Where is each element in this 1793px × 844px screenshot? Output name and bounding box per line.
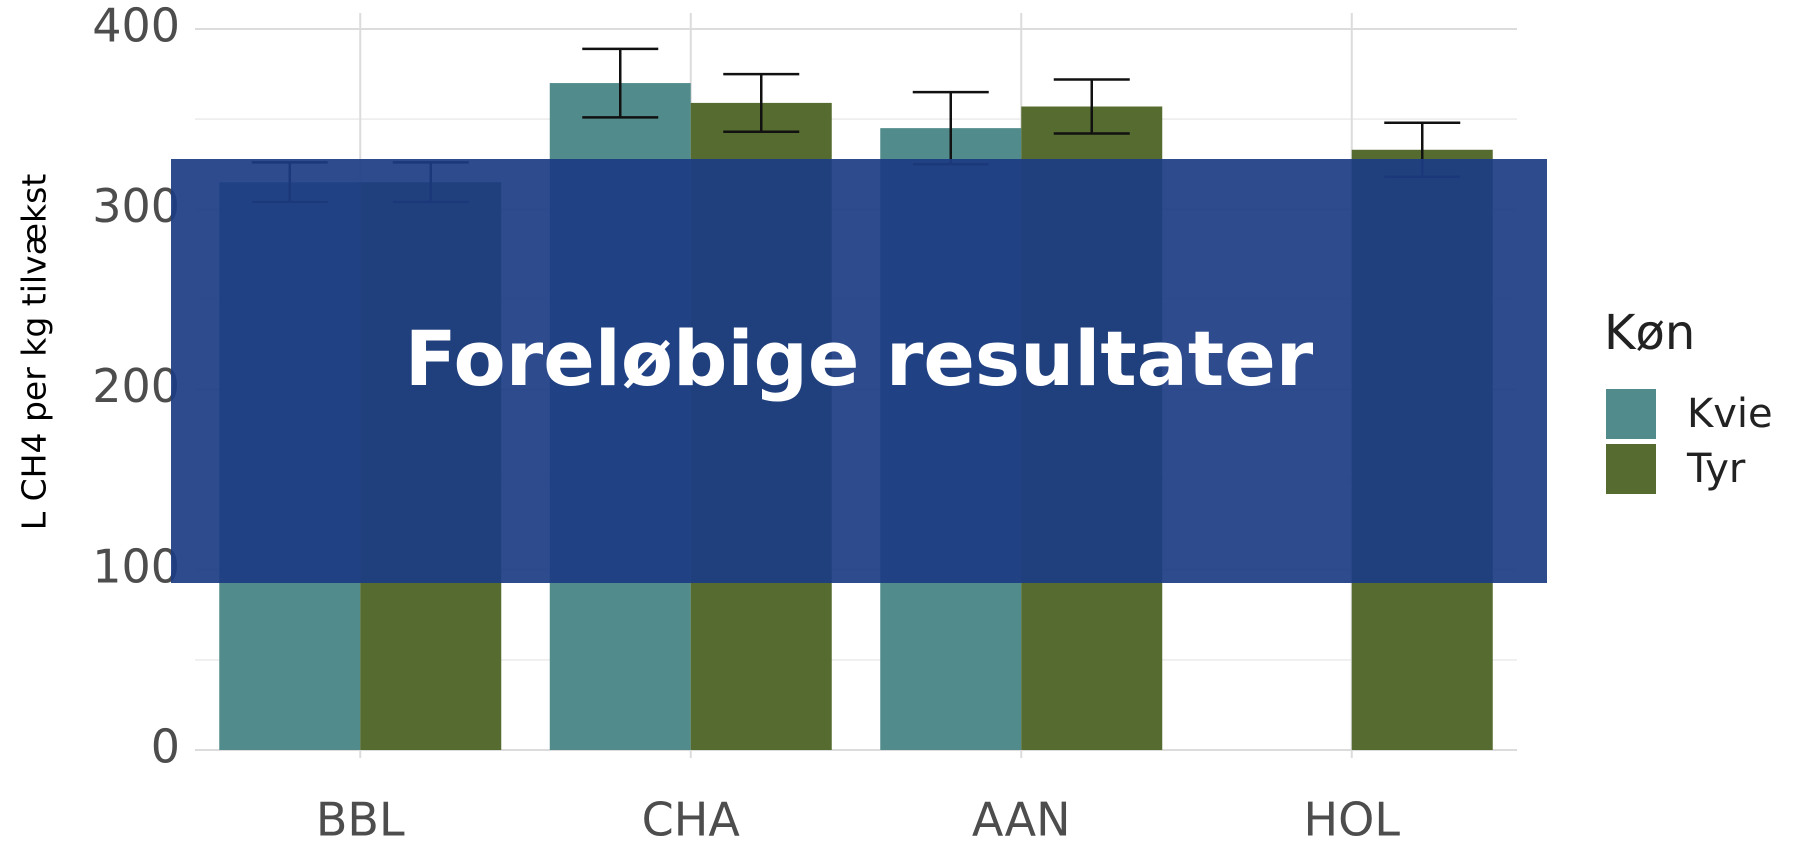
y-tick-label: 200 [92,359,180,413]
legend-swatch [1606,389,1656,439]
x-tick-label: AAN [972,793,1071,844]
overlay-text: Foreløbige resultater [405,314,1314,403]
legend-title: Køn [1604,305,1695,361]
overlay-banner [171,159,1547,583]
y-tick-label: 300 [92,179,180,233]
error-bar [1053,78,1130,135]
y-tick-label: 0 [151,720,180,774]
error-bar [582,47,659,119]
legend-label: Tyr [1686,446,1746,492]
error-bar [723,72,800,133]
y-tick-label: 400 [92,0,180,53]
x-tick-label: HOL [1304,793,1401,844]
legend-label: Kvie [1687,391,1773,437]
y-tick-label: 100 [92,539,180,593]
legend: Kvie Tyr [1606,389,1773,494]
legend-swatch [1606,444,1656,494]
y-axis-label: L CH4 per kg tilvækst [15,174,54,531]
x-tick-label: BBL [316,793,405,844]
x-tick-label: CHA [642,793,741,844]
